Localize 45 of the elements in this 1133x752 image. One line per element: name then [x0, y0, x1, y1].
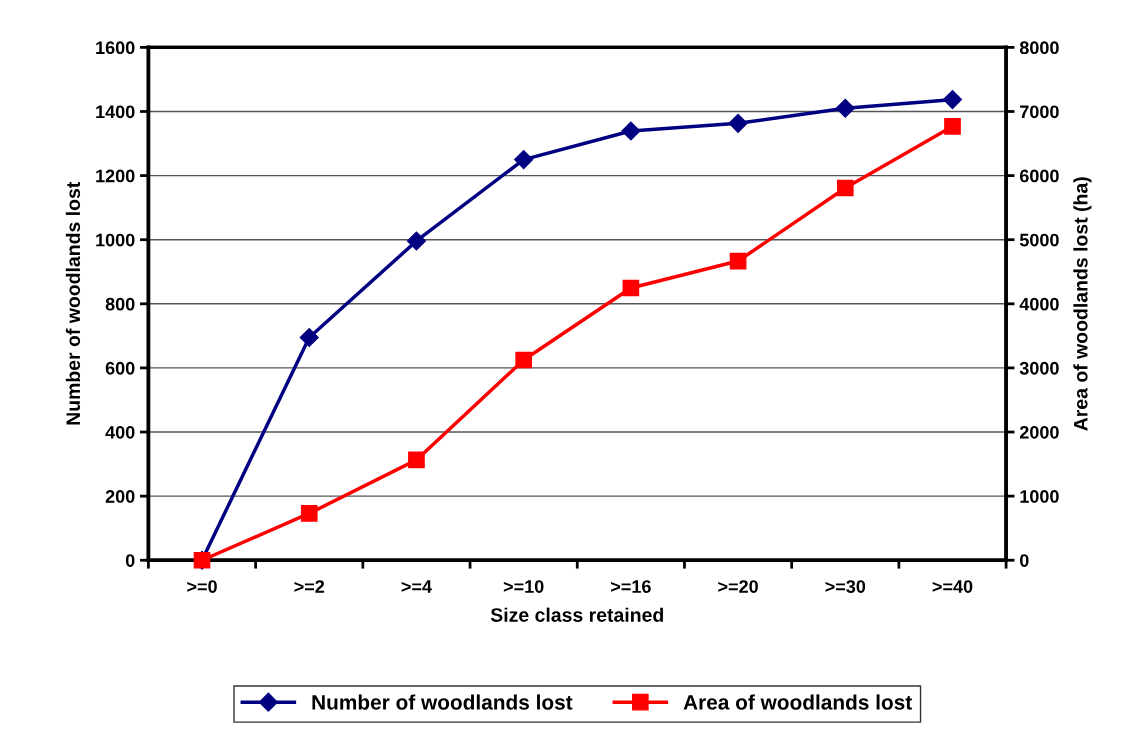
y2-tick-label: 1000 [1020, 490, 1059, 503]
point [942, 90, 963, 110]
y2-tick-label: 7000 [1020, 105, 1059, 119]
y2-tick-label: 0 [1020, 554, 1029, 567]
x-tick-label: >=10 [503, 580, 544, 593]
y2-tick-label: 8000 [1019, 41, 1059, 55]
point [408, 451, 425, 469]
point [835, 98, 855, 118]
y2-tick-label: 3000 [1019, 361, 1059, 375]
x-axis-title: Size class retained [490, 607, 663, 622]
y-tick-label: 1000 [96, 233, 135, 247]
point [406, 231, 426, 251]
y-tick-label: 1600 [96, 41, 135, 55]
y2-tick-label: 5000 [1019, 233, 1059, 247]
y2-axis-title: Area of woodlands lost (ha) [1073, 177, 1092, 431]
point [299, 327, 319, 347]
y-tick-label: 200 [105, 490, 135, 503]
point [836, 179, 854, 197]
y-tick-label: 0 [125, 554, 135, 567]
x-tick-label: >=16 [611, 580, 651, 593]
x-tick-label: >=40 [932, 580, 973, 593]
x-tick-label: >=20 [718, 580, 758, 593]
x-tick-label: >=30 [825, 580, 866, 593]
x-tick-label: >=0 [187, 580, 217, 593]
y-axis-title: Number of woodlands lost [65, 181, 81, 425]
point [621, 121, 641, 141]
point [944, 117, 961, 135]
point [300, 505, 318, 522]
point [622, 279, 640, 297]
legend-label: Area of woodlands lost [683, 694, 912, 710]
y-tick-label: 600 [105, 361, 135, 375]
x-tick-label: >=4 [401, 580, 432, 593]
point [728, 113, 748, 133]
y2-tick-label: 4000 [1019, 297, 1059, 311]
y-tick-label: 400 [105, 425, 135, 439]
y-tick-label: 1400 [96, 105, 135, 119]
legend-label: Number of woodlands lost [312, 694, 573, 710]
point [514, 150, 534, 170]
x-tick-label: >=2 [294, 580, 325, 593]
y2-tick-label: 2000 [1019, 425, 1059, 439]
y2-tick-label: 6000 [1019, 169, 1059, 183]
point [729, 252, 747, 270]
y-tick-label: 1200 [96, 169, 135, 183]
y-tick-label: 800 [105, 297, 135, 311]
point [515, 351, 532, 369]
